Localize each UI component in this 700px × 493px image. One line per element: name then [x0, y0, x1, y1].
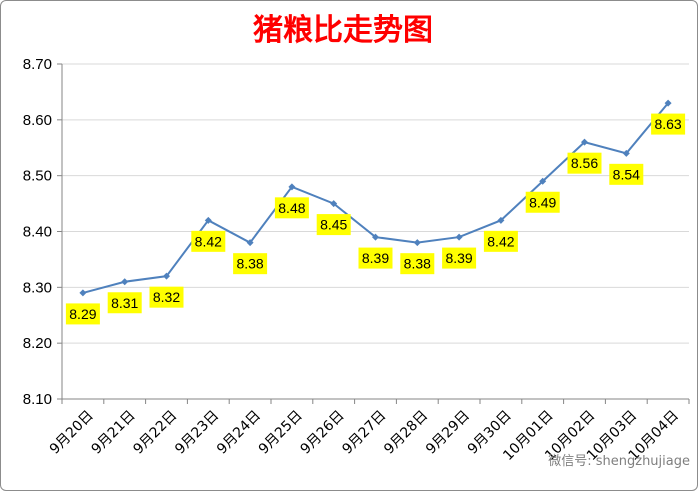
data-label-background — [149, 286, 184, 308]
data-point — [121, 278, 129, 286]
watermark-text: 微信号: shengzhujiage — [548, 454, 690, 469]
data-point — [79, 289, 87, 297]
data-point — [246, 239, 254, 247]
data-label-background — [107, 292, 142, 314]
data-point — [622, 149, 630, 157]
x-tick-label: 9月25日 — [256, 408, 306, 458]
data-label: 8.38 — [236, 256, 263, 272]
data-label: 8.31 — [111, 295, 138, 311]
x-tick-label: 9月20日 — [47, 408, 97, 458]
data-label-background — [274, 197, 309, 219]
x-tick-label: 9月22日 — [130, 408, 180, 458]
data-point — [204, 216, 212, 224]
data-label: 8.48 — [278, 200, 305, 216]
data-label: 8.38 — [404, 256, 431, 272]
data-label: 8.39 — [362, 250, 389, 266]
data-label: 8.56 — [571, 155, 598, 171]
data-label: 8.29 — [69, 306, 96, 322]
data-label-background — [233, 253, 268, 275]
x-tick-label: 9月29日 — [423, 408, 473, 458]
data-point — [664, 99, 672, 107]
data-label: 8.63 — [654, 116, 681, 132]
data-label: 8.42 — [487, 233, 514, 249]
data-point — [413, 239, 421, 247]
data-label: 8.39 — [445, 250, 472, 266]
data-label-background — [65, 303, 100, 325]
y-tick-label: 8.70 — [23, 56, 52, 73]
y-tick-label: 8.50 — [23, 168, 52, 185]
data-label-background — [358, 247, 393, 269]
data-label-background — [651, 113, 686, 135]
data-label-background — [567, 152, 602, 174]
data-point — [539, 177, 547, 185]
x-tick-label: 9月26日 — [298, 408, 348, 458]
y-tick-label: 8.60 — [23, 112, 52, 129]
data-label-background — [400, 253, 435, 275]
data-label: 8.54 — [613, 166, 640, 182]
data-point — [288, 183, 296, 191]
data-label-background — [191, 230, 226, 252]
data-label-background — [442, 247, 477, 269]
x-tick-label: 9月28日 — [381, 408, 431, 458]
y-tick-label: 8.20 — [23, 335, 52, 352]
x-tick-label: 9月21日 — [89, 408, 139, 458]
data-label-background — [483, 230, 518, 252]
data-label-background — [609, 163, 644, 185]
data-label: 8.32 — [153, 289, 180, 305]
y-tick-label: 8.10 — [23, 391, 52, 408]
y-axis-ticks: 8.10 8.20 8.30 8.40 8.50 8.60 8.70 — [23, 56, 62, 408]
gridlines — [62, 63, 689, 400]
data-point — [372, 233, 379, 241]
y-tick-label: 8.30 — [23, 279, 52, 296]
x-tick-label: 9月23日 — [172, 408, 222, 458]
y-tick-label: 8.40 — [23, 224, 52, 241]
data-point — [330, 200, 338, 208]
data-label: 8.45 — [320, 217, 347, 233]
x-tick-label: 9月24日 — [214, 408, 264, 458]
data-point — [497, 216, 505, 224]
data-label: 8.49 — [529, 194, 556, 210]
data-label-background — [316, 214, 351, 236]
data-point — [581, 138, 588, 146]
data-label-background — [525, 191, 560, 213]
data-label: 8.42 — [195, 233, 222, 249]
x-tick-label: 9月27日 — [339, 408, 389, 458]
data-point — [455, 233, 463, 241]
data-labels: 8.29 8.31 8.32 8.42 8.38 8.48 8.45 8.39 8.38 8.39… — [65, 113, 686, 325]
chart-title: 猪粮比走势图 — [253, 13, 433, 48]
data-point — [163, 272, 170, 280]
